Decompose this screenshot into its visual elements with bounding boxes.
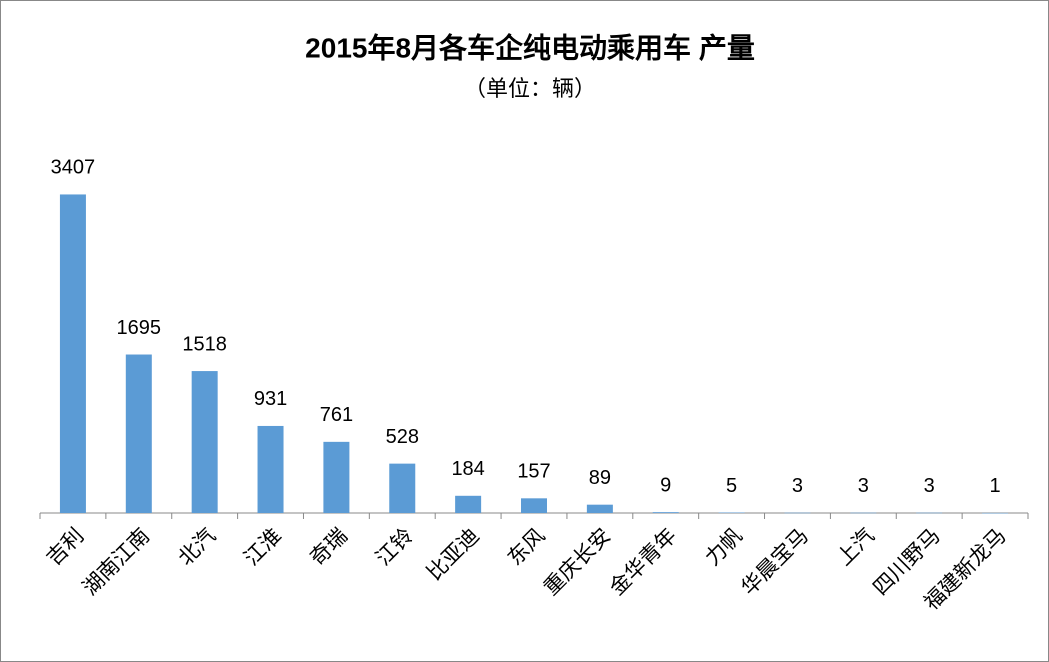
data-label: 3: [858, 475, 869, 497]
data-label: 761: [320, 404, 353, 426]
bar: [59, 194, 86, 513]
data-label: 3: [924, 475, 935, 497]
bar: [916, 512, 943, 514]
data-label: 3: [792, 475, 803, 497]
chart-subtitle: （单位：辆）: [464, 76, 596, 101]
bar: [652, 512, 679, 513]
data-label: 931: [254, 388, 287, 410]
data-label: 157: [517, 461, 550, 483]
bar: [718, 512, 745, 514]
bar: [982, 512, 1009, 514]
data-label: 184: [451, 458, 484, 480]
bar: [784, 512, 811, 514]
bar: [389, 463, 416, 513]
data-label: 1: [990, 475, 1001, 497]
data-label: 9: [660, 474, 671, 496]
bar: [191, 371, 218, 513]
bar: [586, 504, 613, 513]
data-label: 1695: [117, 317, 162, 339]
bar: [455, 495, 482, 513]
bar: [850, 512, 877, 514]
data-label: 1518: [182, 333, 227, 355]
bar: [521, 498, 547, 513]
data-label: 528: [386, 426, 419, 448]
bar: [323, 441, 350, 513]
bar: [125, 354, 152, 513]
bar: [257, 425, 284, 513]
chart-title: 2015年8月各车企纯电动乘用车 产量: [305, 31, 755, 63]
data-label: 5: [726, 475, 737, 497]
data-label: 89: [589, 467, 611, 489]
data-label: 3407: [51, 157, 96, 179]
